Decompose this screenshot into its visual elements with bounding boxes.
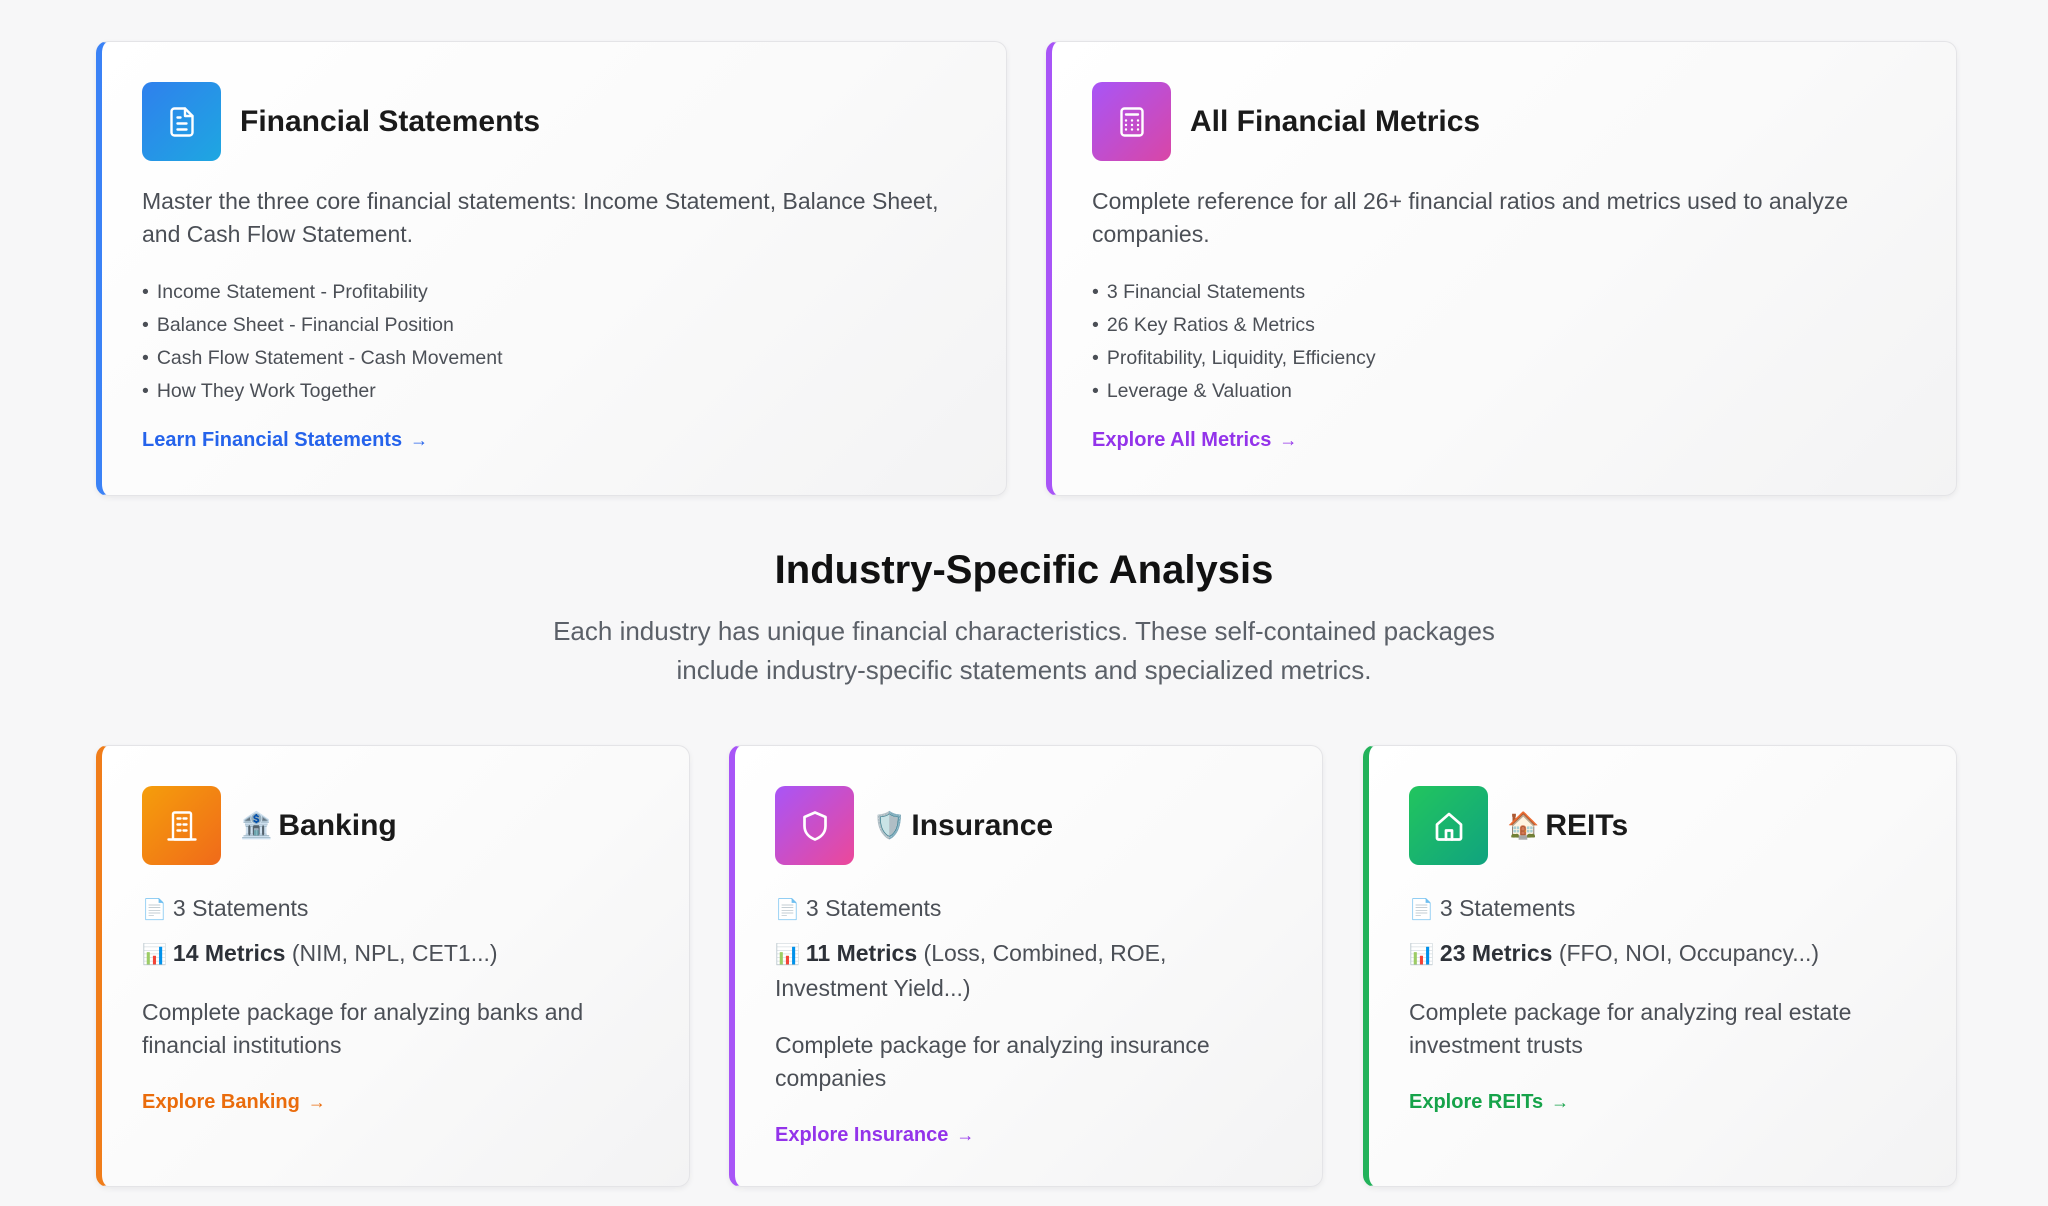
feature-list: 3 Financial Statements 26 Key Ratios & M… bbox=[1092, 276, 1376, 408]
metrics-label: 14 Metrics bbox=[172, 940, 286, 966]
card-description: Complete reference for all 26+ financial… bbox=[1092, 188, 1849, 247]
card-description: Complete package for analyzing banks and… bbox=[142, 999, 584, 1058]
arrow-right-icon: → bbox=[307, 1092, 326, 1112]
statements-count: 📄 3 Statements bbox=[775, 892, 1282, 927]
page-facing-up-icon: 📄 bbox=[142, 899, 167, 921]
list-item: Cash Flow Statement - Cash Movement bbox=[142, 342, 503, 375]
link-label: Learn Financial Statements bbox=[142, 429, 403, 451]
link-label: Explore Insurance bbox=[775, 1124, 949, 1146]
card-title: Financial Statements bbox=[240, 104, 541, 138]
bank-building-icon bbox=[142, 786, 221, 865]
metrics-detail: (Loss, Combined, ROE, Investment Yield..… bbox=[775, 940, 1167, 1001]
financial-statements-card[interactable]: Financial Statements Master the three co… bbox=[96, 41, 1007, 496]
statements-label: 3 Statements bbox=[172, 895, 309, 921]
statements-count: 📄 3 Statements bbox=[142, 892, 649, 927]
card-title-text: REITs bbox=[1545, 808, 1629, 842]
bank-emoji-icon: 🏦 bbox=[240, 810, 273, 840]
all-financial-metrics-card[interactable]: All Financial Metrics Complete reference… bbox=[1046, 41, 1957, 496]
reits-card[interactable]: 🏠 REITs 📄 3 Statements 📊 23 Metrics (FFO, … bbox=[1363, 745, 1957, 1187]
page-facing-up-icon: 📄 bbox=[775, 899, 800, 921]
subtitle-line: include industry-specific statements and… bbox=[676, 655, 1372, 685]
home-icon bbox=[1409, 786, 1488, 865]
metrics-detail: (FFO, NOI, Occupancy...) bbox=[1558, 940, 1820, 966]
bar-chart-icon: 📊 bbox=[1409, 944, 1434, 966]
metrics-detail: (NIM, NPL, CET1...) bbox=[291, 940, 498, 966]
list-item: 3 Financial Statements bbox=[1092, 276, 1376, 309]
arrow-right-icon: → bbox=[410, 430, 429, 450]
section-title: Industry-Specific Analysis bbox=[774, 548, 1274, 592]
statements-count: 📄 3 Statements bbox=[1409, 892, 1916, 927]
list-item: Leverage & Valuation bbox=[1092, 375, 1376, 408]
card-title: 🏠 REITs bbox=[1507, 809, 1628, 843]
list-item: 26 Key Ratios & Metrics bbox=[1092, 309, 1376, 342]
metrics-count: 📊 14 Metrics (NIM, NPL, CET1...) bbox=[142, 937, 649, 972]
card-description: Master the three core financial statemen… bbox=[142, 188, 939, 247]
metrics-label: 23 Metrics bbox=[1439, 940, 1553, 966]
metrics-count: 📊 23 Metrics (FFO, NOI, Occupancy...) bbox=[1409, 937, 1916, 972]
link-label: Explore REITs bbox=[1409, 1091, 1544, 1113]
card-header: Financial Statements bbox=[142, 82, 540, 161]
bar-chart-icon: 📊 bbox=[142, 944, 167, 966]
card-title: 🏦 Banking bbox=[240, 809, 397, 843]
shield-icon bbox=[775, 786, 854, 865]
calculator-icon bbox=[1092, 82, 1171, 161]
card-header: 🛡️ Insurance bbox=[775, 786, 1053, 865]
shield-emoji-icon: 🛡️ bbox=[873, 810, 906, 840]
metrics-label: 11 Metrics bbox=[805, 940, 918, 966]
house-emoji-icon: 🏠 bbox=[1507, 810, 1540, 840]
feature-list: Income Statement - Profitability Balance… bbox=[142, 276, 503, 408]
bar-chart-icon: 📊 bbox=[775, 944, 800, 966]
explore-banking-link[interactable]: Explore Banking → bbox=[142, 1091, 326, 1114]
card-title: All Financial Metrics bbox=[1190, 104, 1481, 138]
explore-insurance-link[interactable]: Explore Insurance → bbox=[775, 1124, 974, 1147]
learn-financial-statements-link[interactable]: Learn Financial Statements → bbox=[142, 429, 428, 452]
list-item: Profitability, Liquidity, Efficiency bbox=[1092, 342, 1376, 375]
metrics-count: 📊 11 Metrics (Loss, Combined, ROE, Invest… bbox=[775, 937, 1222, 1005]
card-title-text: Banking bbox=[278, 808, 397, 842]
statements-label: 3 Statements bbox=[805, 895, 942, 921]
list-item: Income Statement - Profitability bbox=[142, 276, 503, 309]
subtitle-line: Each industry has unique financial chara… bbox=[553, 616, 1495, 646]
page-facing-up-icon: 📄 bbox=[1409, 899, 1434, 921]
card-title-text: Insurance bbox=[911, 808, 1054, 842]
document-icon bbox=[142, 82, 221, 161]
list-item: How They Work Together bbox=[142, 375, 503, 408]
section-subtitle: Each industry has unique financial chara… bbox=[0, 612, 2048, 690]
card-title: 🛡️ Insurance bbox=[873, 809, 1053, 843]
card-header: All Financial Metrics bbox=[1092, 82, 1480, 161]
insurance-card[interactable]: 🛡️ Insurance 📄 3 Statements 📊 11 Metrics (… bbox=[729, 745, 1323, 1187]
statements-label: 3 Statements bbox=[1439, 895, 1576, 921]
arrow-right-icon: → bbox=[956, 1125, 975, 1145]
list-item: Balance Sheet - Financial Position bbox=[142, 309, 503, 342]
card-description: Complete package for analyzing real esta… bbox=[1409, 999, 1852, 1058]
card-header: 🏠 REITs bbox=[1409, 786, 1628, 865]
link-label: Explore Banking bbox=[142, 1091, 300, 1113]
banking-card[interactable]: 🏦 Banking 📄 3 Statements 📊 14 Metrics (NIM… bbox=[96, 745, 690, 1187]
explore-all-metrics-link[interactable]: Explore All Metrics → bbox=[1092, 429, 1297, 452]
card-description: Complete package for analyzing insurance… bbox=[775, 1032, 1210, 1091]
arrow-right-icon: → bbox=[1551, 1092, 1570, 1112]
explore-reits-link[interactable]: Explore REITs → bbox=[1409, 1091, 1569, 1114]
arrow-right-icon: → bbox=[1279, 430, 1298, 450]
link-label: Explore All Metrics bbox=[1092, 429, 1272, 451]
card-header: 🏦 Banking bbox=[142, 786, 397, 865]
